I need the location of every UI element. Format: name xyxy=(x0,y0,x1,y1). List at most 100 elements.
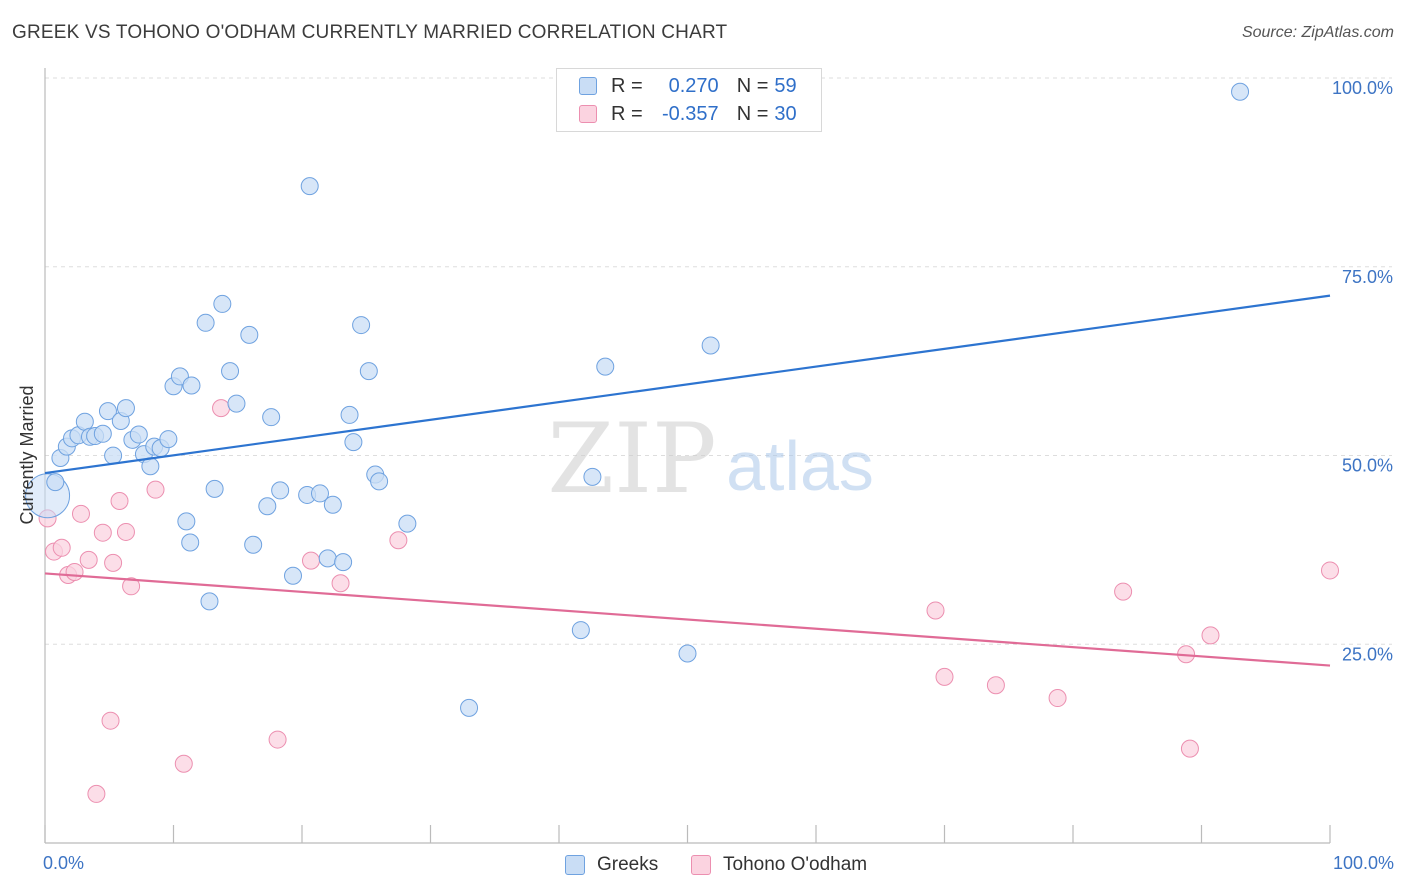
legend-row-greeks: R = 0.270 N = 59 xyxy=(579,72,797,100)
greek-point xyxy=(200,592,219,611)
tohono-point xyxy=(93,523,112,542)
tohono-point xyxy=(110,491,129,510)
gridlines xyxy=(45,77,1392,645)
greek-point xyxy=(227,394,246,413)
greek-point xyxy=(159,430,178,449)
greek-point xyxy=(181,533,200,552)
greeks-legend-swatch xyxy=(565,855,585,875)
greek-point xyxy=(104,446,123,465)
greek-point xyxy=(583,467,602,486)
tohono-point xyxy=(389,531,408,550)
greek-point xyxy=(334,553,353,572)
watermark-zip: ZIP xyxy=(547,403,716,515)
source-label: Source: ZipAtlas.com xyxy=(1241,24,1394,41)
greek-point xyxy=(596,357,615,376)
tohono-point xyxy=(79,550,98,569)
n-label: N = xyxy=(736,102,769,125)
greek-point xyxy=(177,512,196,531)
greek-point xyxy=(460,698,479,717)
greek-point xyxy=(116,399,135,418)
greeks-swatch xyxy=(579,77,597,95)
tohono-r-value: -0.357 xyxy=(661,102,719,125)
greek-point xyxy=(344,433,363,452)
greek-point xyxy=(129,425,148,444)
x-tick-label: 100.0% xyxy=(1333,853,1394,873)
greek-point xyxy=(46,473,65,492)
tohono-point xyxy=(174,754,193,773)
greek-point xyxy=(352,316,371,335)
series-legend: Greeks Tohono O'odham xyxy=(0,852,1406,878)
greek-point xyxy=(258,497,277,516)
greek-point xyxy=(310,484,329,503)
tohono-n-value: 30 xyxy=(774,102,797,125)
greek-point xyxy=(205,479,224,498)
tohono-point xyxy=(1180,739,1199,758)
tohono-point xyxy=(1048,689,1067,708)
tohono-point xyxy=(116,522,135,541)
greek-point xyxy=(93,424,112,443)
greek-point xyxy=(1231,82,1250,101)
y-tick-label: 50.0% xyxy=(1342,456,1393,476)
trend-lines xyxy=(44,294,1331,667)
greek-point xyxy=(240,325,259,344)
greek-point xyxy=(370,472,389,491)
tohono-point xyxy=(1201,626,1220,645)
greek-point xyxy=(318,549,337,568)
r-label: R = xyxy=(611,102,643,125)
legend-item-greeks[interactable]: Greeks xyxy=(565,852,658,878)
greek-point xyxy=(323,495,342,514)
greek-point xyxy=(271,481,290,500)
legend-row-tohono: R = -0.357 N = 30 xyxy=(579,100,797,128)
greeks-n-value: 59 xyxy=(774,74,797,97)
greek-point xyxy=(284,566,303,585)
greek-point xyxy=(701,336,720,355)
tohono-point xyxy=(146,480,165,499)
greek-point xyxy=(221,362,240,381)
correlation-legend: R = 0.270 N = 59 R = -0.357 N = 30 xyxy=(556,68,822,132)
greek-point xyxy=(678,644,697,663)
tick-labels: 25.0% 50.0% 75.0% 100.0% 0.0% 100.0% xyxy=(43,78,1394,873)
y-tick-label: 75.0% xyxy=(1342,267,1393,287)
tohono-point xyxy=(104,553,123,572)
chart-title: GREEK VS TOHONO O'ODHAM CURRENTLY MARRIE… xyxy=(12,22,728,43)
tohono-point xyxy=(1321,561,1339,580)
tohono-point xyxy=(101,711,120,730)
tohono-point xyxy=(52,538,71,557)
axes xyxy=(44,68,1331,844)
tohono-swatch xyxy=(579,105,597,123)
tohono-point xyxy=(71,504,90,523)
greek-point xyxy=(398,514,417,533)
greek-point xyxy=(244,535,263,554)
tohono-point xyxy=(301,551,320,570)
watermark-atlas: atlas xyxy=(726,427,874,505)
tohono-legend-label: Tohono O'odham xyxy=(723,854,868,875)
greek-point xyxy=(98,402,117,421)
greek-point xyxy=(196,313,215,332)
n-label: N = xyxy=(736,74,769,97)
greeks-legend-label: Greeks xyxy=(597,854,659,875)
greek-trend-line xyxy=(44,294,1331,475)
r-label: R = xyxy=(611,74,643,97)
tohono-point xyxy=(1114,582,1133,601)
tohono-point xyxy=(122,577,141,596)
greek-point xyxy=(571,621,590,640)
y-tick-label: 25.0% xyxy=(1342,644,1393,664)
tohono-trend-line xyxy=(44,572,1331,667)
y-tick-label: 100.0% xyxy=(1332,78,1393,98)
legend-item-tohono[interactable]: Tohono O'odham xyxy=(691,852,867,878)
greek-point xyxy=(213,294,232,313)
y-axis-label: Currently Married xyxy=(17,385,37,524)
x-tick-label: 0.0% xyxy=(43,853,84,873)
tohono-point xyxy=(65,562,84,581)
tohono-point xyxy=(935,667,954,686)
greek-point xyxy=(75,412,94,431)
greek-point xyxy=(300,177,319,196)
greeks-r-value: 0.270 xyxy=(668,74,719,97)
tohono-point xyxy=(268,730,287,749)
tohono-legend-swatch xyxy=(691,855,711,875)
series-greek-points xyxy=(25,79,1250,717)
greek-point xyxy=(340,405,359,424)
tohono-point xyxy=(212,399,231,418)
tohono-point xyxy=(986,676,1005,695)
